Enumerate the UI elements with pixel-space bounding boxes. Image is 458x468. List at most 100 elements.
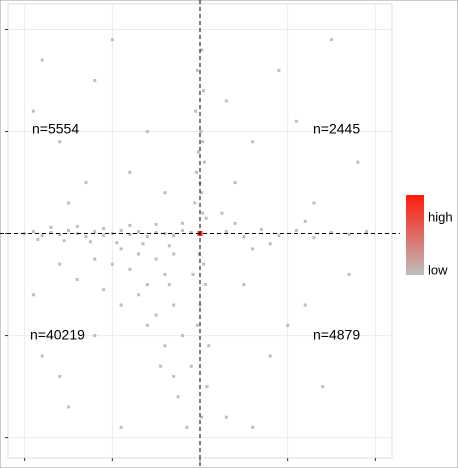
point (66, 201, 70, 205)
point (102, 288, 106, 292)
point (66, 405, 70, 409)
point (58, 262, 62, 266)
point (93, 334, 97, 338)
point (58, 374, 62, 378)
colorbar (406, 195, 424, 275)
point (365, 230, 369, 234)
point (189, 364, 193, 368)
point (119, 303, 123, 307)
point (321, 385, 325, 389)
point (75, 224, 79, 228)
point (31, 293, 35, 297)
point (172, 234, 176, 238)
point (242, 235, 246, 239)
point (197, 252, 201, 256)
point (195, 323, 199, 327)
point (207, 344, 211, 348)
point (294, 119, 298, 123)
point (303, 303, 307, 307)
point (154, 222, 158, 226)
point (119, 228, 123, 232)
point (145, 130, 149, 134)
point (201, 211, 205, 215)
point (251, 247, 255, 251)
point (137, 293, 141, 297)
point (294, 228, 298, 232)
point (40, 354, 44, 358)
point (102, 226, 106, 230)
point (137, 252, 141, 256)
point (277, 68, 281, 72)
point (303, 219, 307, 223)
point (36, 238, 40, 242)
point (330, 38, 334, 42)
point (137, 230, 141, 234)
point (40, 58, 44, 62)
point (172, 252, 176, 256)
point (119, 425, 123, 429)
point (115, 241, 119, 245)
point (251, 425, 255, 429)
point (204, 216, 208, 220)
point (201, 140, 205, 144)
point (167, 283, 171, 287)
point (163, 191, 167, 195)
point (194, 170, 198, 174)
point (203, 283, 207, 287)
point (185, 425, 189, 429)
point (268, 354, 272, 358)
point (102, 234, 106, 238)
point (167, 244, 171, 248)
point (84, 235, 88, 239)
point (200, 191, 204, 195)
annotation: n=2445 (313, 121, 360, 137)
point (330, 231, 334, 235)
point (110, 262, 114, 266)
point (172, 303, 176, 307)
legend-high: high (428, 209, 453, 224)
point (62, 239, 66, 243)
point (49, 231, 53, 235)
point (128, 170, 132, 174)
point (119, 247, 123, 251)
point (180, 228, 184, 232)
point (347, 233, 351, 237)
point (224, 415, 228, 419)
point (159, 364, 163, 368)
point (347, 272, 351, 276)
point (202, 89, 206, 93)
point (88, 240, 92, 244)
point (202, 262, 206, 266)
point (195, 68, 199, 72)
point (66, 228, 70, 232)
point (196, 150, 200, 154)
point (202, 160, 206, 164)
point (163, 272, 167, 276)
point (154, 231, 158, 235)
point (200, 415, 204, 419)
point (312, 236, 316, 240)
point (199, 130, 203, 134)
point (268, 242, 272, 246)
point (110, 38, 114, 42)
point (128, 233, 132, 237)
point (356, 160, 360, 164)
point (128, 267, 132, 271)
legend-low: low (428, 262, 448, 277)
point (154, 313, 158, 317)
point (172, 374, 176, 378)
point (145, 235, 149, 239)
point (75, 277, 79, 281)
point (49, 225, 53, 229)
point (84, 181, 88, 185)
point (93, 230, 97, 234)
point (259, 227, 263, 231)
point (286, 323, 290, 327)
point (40, 234, 44, 238)
point (93, 79, 97, 83)
point (200, 48, 204, 52)
point (176, 395, 180, 399)
point (189, 231, 193, 235)
point (145, 283, 149, 287)
